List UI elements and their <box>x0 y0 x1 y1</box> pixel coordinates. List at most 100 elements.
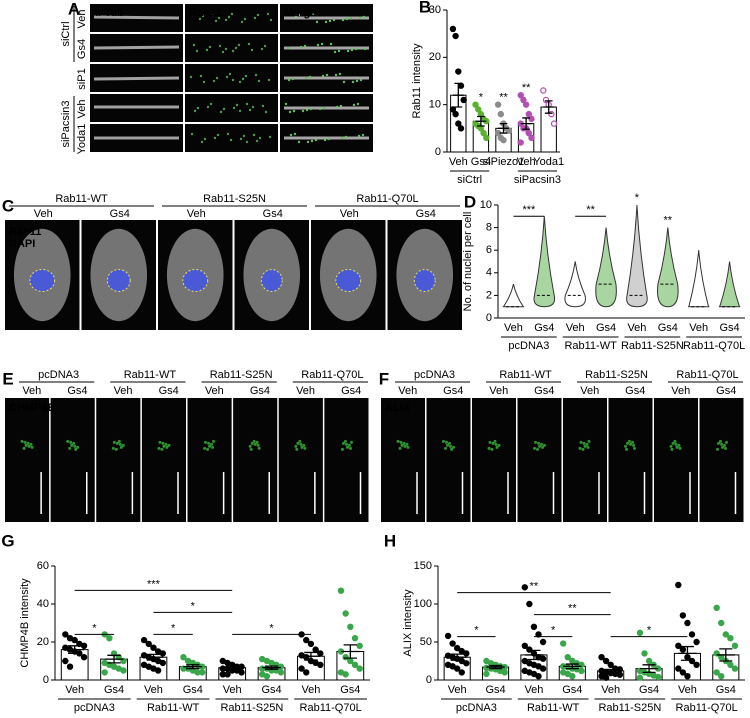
data-point <box>303 636 310 644</box>
y-tick-label: 10 <box>480 199 492 211</box>
data-point <box>713 604 720 612</box>
group-label: siPacsin3 <box>514 174 561 186</box>
image-tile <box>185 94 278 122</box>
data-point <box>80 642 88 650</box>
image-content <box>225 75 229 79</box>
image-content <box>190 132 194 136</box>
image-content <box>315 20 319 24</box>
data-point <box>347 623 354 631</box>
group-label: Rab11-WT <box>124 369 177 381</box>
column-label: Veh <box>34 208 53 220</box>
panel-letter: E <box>2 369 13 388</box>
image-content <box>182 269 209 292</box>
image-content <box>318 107 322 111</box>
group-label: Rab11-WT <box>527 702 580 714</box>
data-point <box>458 669 465 676</box>
x-tick-label: Gs4 <box>562 684 582 696</box>
image-tile <box>185 64 278 92</box>
image-content <box>402 441 406 445</box>
image-content <box>299 442 303 446</box>
image-content <box>231 49 235 53</box>
image-content <box>206 447 210 451</box>
image-content <box>537 441 540 445</box>
image-content <box>199 74 203 78</box>
image-content <box>286 46 290 50</box>
data-point <box>718 619 725 627</box>
violin <box>533 216 556 308</box>
image-content <box>203 446 207 450</box>
data-point <box>356 665 363 672</box>
data-point <box>517 139 524 146</box>
y-axis-label: Rab11 intensity <box>411 43 423 119</box>
y-axis-label: CHMP4B intensity <box>19 578 31 668</box>
data-point <box>688 631 696 638</box>
image-content <box>212 79 216 83</box>
image-content <box>238 80 242 84</box>
image-content <box>200 140 204 144</box>
group-label: Rab11-S25N <box>585 369 648 381</box>
panel-letter: H <box>384 531 396 550</box>
x-tick-label: Gs4 <box>716 684 736 696</box>
data-point <box>521 584 529 591</box>
significance: * <box>92 622 97 634</box>
data-point <box>66 663 74 670</box>
data-point <box>528 134 535 141</box>
data-point <box>521 642 529 650</box>
data-point <box>455 68 462 75</box>
x-tick-label: Veh <box>449 156 468 168</box>
image-content <box>24 443 28 447</box>
group-label: siCtrl <box>60 21 72 46</box>
image-content <box>541 445 544 449</box>
image-content <box>227 15 231 19</box>
data-point <box>550 120 558 127</box>
x-tick-label: Veh <box>678 684 697 696</box>
group-label: Rab11-Q70L <box>676 702 738 714</box>
image-content <box>356 102 360 106</box>
channel-label: Rab11 <box>189 7 221 19</box>
image-content <box>337 49 341 53</box>
violin <box>718 261 741 308</box>
group-label: Rab11-S25N <box>598 702 661 714</box>
data-point <box>727 661 734 669</box>
image-content <box>449 444 452 448</box>
significance: ** <box>568 603 577 615</box>
image-content <box>218 44 222 48</box>
image-content <box>452 445 455 449</box>
group-label: Rab11-Q70L <box>676 369 738 381</box>
image-content <box>158 440 162 444</box>
x-tick-label: Gs4 <box>261 684 281 696</box>
image-content <box>232 106 236 110</box>
data-point <box>654 673 662 681</box>
data-point <box>616 671 624 678</box>
column-label: Veh <box>340 208 359 220</box>
image-content <box>216 133 220 137</box>
x-tick-label: Veh <box>448 684 467 696</box>
data-point <box>675 642 682 650</box>
image-content <box>258 136 262 140</box>
data-point <box>475 106 482 113</box>
image-content <box>224 18 228 22</box>
error-bar <box>716 648 735 662</box>
image-tile <box>517 398 562 522</box>
image-content <box>230 12 234 16</box>
image-content <box>717 441 720 445</box>
image-content <box>160 447 164 451</box>
image-content <box>631 440 634 444</box>
error-bar <box>222 666 242 670</box>
data-point <box>453 644 461 652</box>
y-tick-label: 50 <box>420 636 432 648</box>
image-content <box>284 102 288 106</box>
image-tile <box>324 398 369 522</box>
image-content <box>245 140 249 144</box>
image-content <box>26 441 30 445</box>
image-content <box>253 16 257 20</box>
image-content <box>66 439 70 443</box>
image-content <box>716 447 719 451</box>
data-point <box>62 631 69 638</box>
group-label: Rab11-S25N <box>210 369 273 381</box>
significance: ** <box>586 204 595 216</box>
image-content <box>255 440 259 444</box>
image-content <box>587 439 591 443</box>
image-content <box>298 439 302 443</box>
image-content <box>343 439 347 443</box>
